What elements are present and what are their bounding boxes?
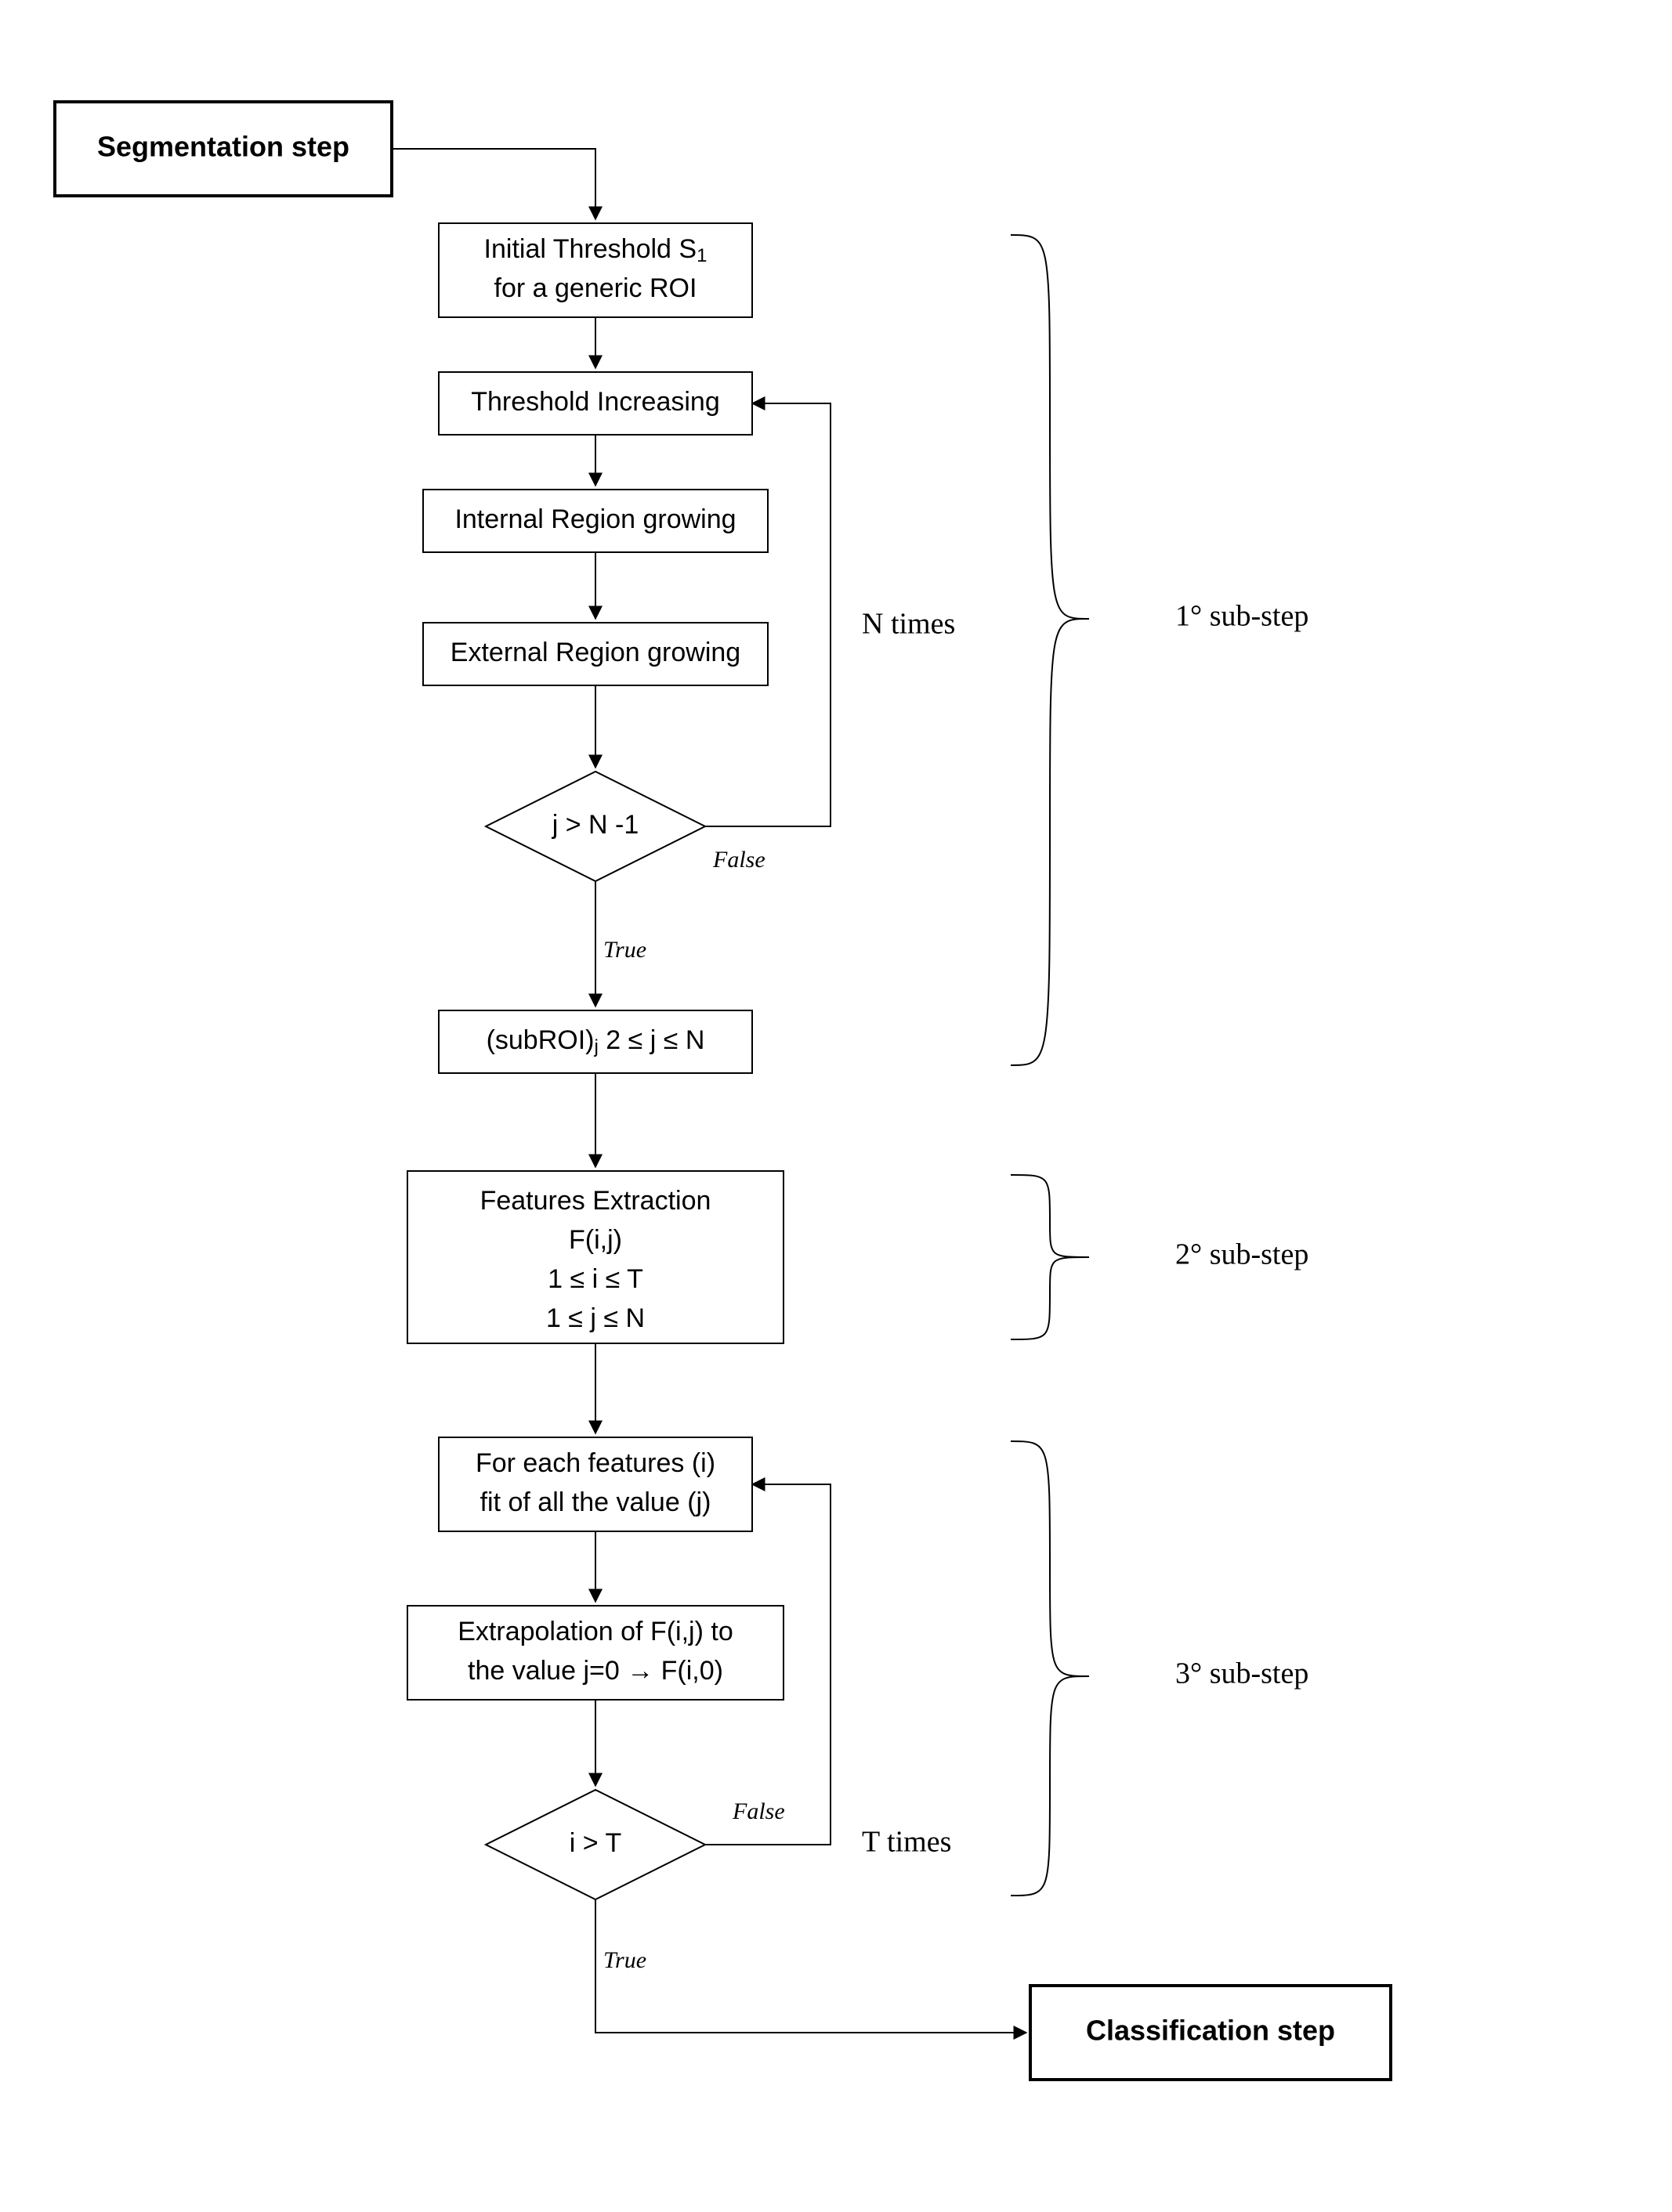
label-ntimes: N times bbox=[862, 608, 955, 641]
label-dec1-false: False bbox=[712, 847, 765, 873]
label-substep2: 2° sub-step bbox=[1175, 1238, 1308, 1271]
label-ttimes: T times bbox=[862, 1826, 951, 1859]
edge-dec1-false bbox=[705, 403, 831, 826]
label-dec1: j > N -1 bbox=[552, 810, 639, 840]
label-thresh: Threshold Increasing bbox=[471, 387, 720, 417]
label-substep3: 3° sub-step bbox=[1175, 1657, 1308, 1690]
label-init: Initial Threshold S1 bbox=[484, 234, 708, 266]
label-extrap1: Extrapolation of F(i,j) to bbox=[458, 1617, 733, 1646]
label-substep1: 1° sub-step bbox=[1175, 600, 1308, 633]
label-erg: External Region growing bbox=[451, 638, 740, 667]
label-extrap2: the value j=0 → F(i,0) bbox=[468, 1656, 723, 1686]
label-feat1: Features Extraction bbox=[480, 1186, 711, 1216]
label-dec2-true: True bbox=[603, 1947, 646, 1973]
label-foreach2: fit of all the value (j) bbox=[480, 1487, 711, 1517]
label-segmentation: Segmentation step bbox=[97, 131, 349, 163]
edge-seg-init bbox=[392, 149, 595, 219]
label-classification: Classification step bbox=[1086, 2015, 1335, 2047]
label-feat2: F(i,j) bbox=[569, 1225, 622, 1255]
label-irg: Internal Region growing bbox=[454, 504, 736, 534]
label-foreach1: For each features (i) bbox=[476, 1448, 715, 1478]
label-init2: for a generic ROI bbox=[494, 273, 697, 303]
label-feat4: 1 ≤ j ≤ N bbox=[546, 1303, 645, 1333]
label-dec2-false: False bbox=[732, 1798, 785, 1824]
label-dec1-true: True bbox=[603, 937, 646, 963]
label-dec2: i > T bbox=[570, 1828, 621, 1858]
label-feat3: 1 ≤ i ≤ T bbox=[548, 1264, 643, 1294]
brace-substep3 bbox=[1011, 1441, 1089, 1896]
brace-substep1 bbox=[1011, 235, 1089, 1065]
brace-substep2 bbox=[1011, 1175, 1089, 1339]
edge-dec2-true bbox=[595, 1899, 1026, 2033]
